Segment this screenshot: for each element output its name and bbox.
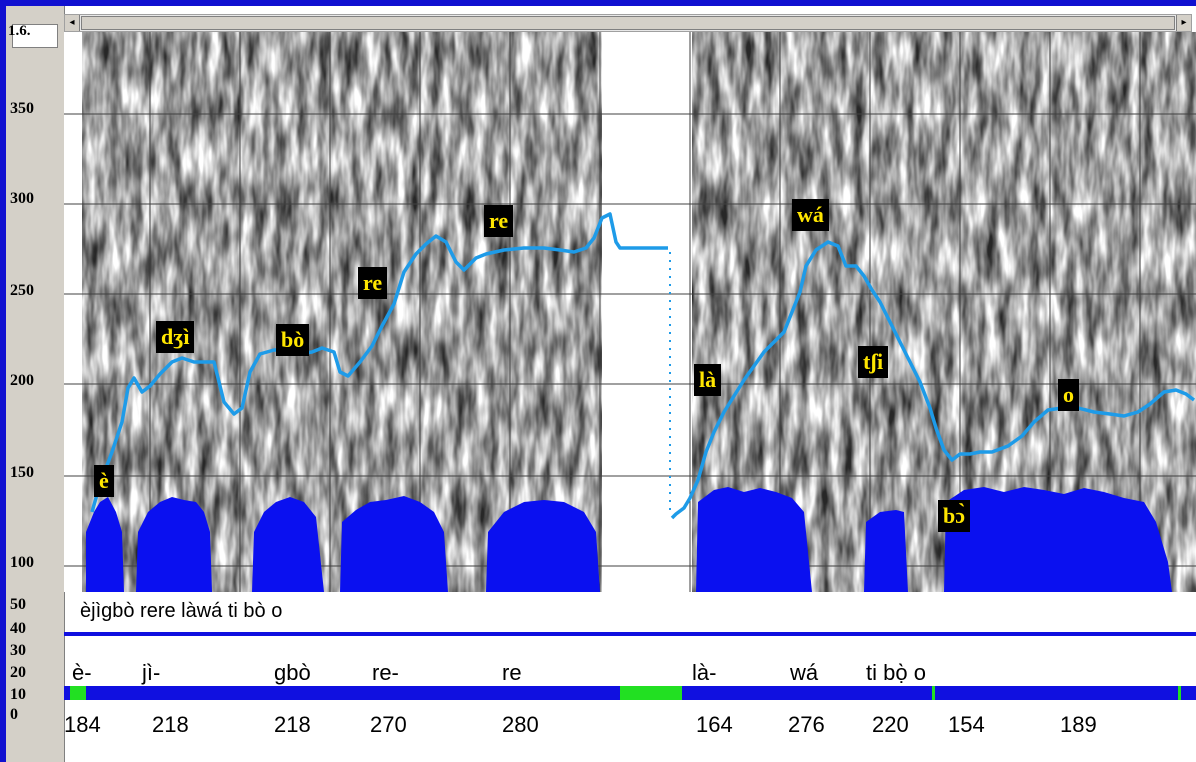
- spectrogram-plot[interactable]: [64, 32, 1196, 592]
- y-tick-20: 20: [10, 664, 26, 681]
- f0-value-1: 184: [64, 712, 101, 737]
- silence-segment-3: [932, 686, 935, 700]
- f0-value-4: 270: [370, 712, 407, 737]
- pitch-curve-2: [670, 240, 1196, 520]
- y-tick-350: 350: [10, 100, 34, 117]
- utterance-caption: èjìgbò rere làwá ti bò o: [80, 600, 283, 622]
- axis-title: 1.6.: [8, 23, 31, 39]
- y-tick-0: 0: [10, 706, 18, 723]
- syllable-la: là-: [692, 660, 717, 685]
- pitch-label-wa: wá: [792, 199, 829, 231]
- y-axis-panel: [6, 6, 65, 762]
- syllable-e: è-: [72, 660, 92, 685]
- pitch-label-re-2: re: [484, 205, 514, 237]
- pitch-label-e: è: [94, 465, 114, 497]
- silence-segment-1: [70, 686, 86, 700]
- y-tick-30: 30: [10, 642, 26, 659]
- y-tick-50: 50: [10, 596, 26, 613]
- separator-line: [64, 632, 1196, 636]
- f0-value-2: 218: [152, 712, 189, 737]
- syllable-re-1: re-: [372, 660, 399, 685]
- f0-value-9: 154: [948, 712, 985, 737]
- y-tick-250: 250: [10, 282, 34, 299]
- axis-title-box: [12, 24, 58, 48]
- syllable-gbo: gbò: [274, 660, 311, 685]
- pitch-curve-1: [90, 212, 668, 513]
- pitch-label-bo-2: bɔ̀: [938, 500, 970, 532]
- window-left-border: [0, 0, 6, 762]
- silence-segment-2: [620, 686, 682, 700]
- f0-value-10: 189: [1060, 712, 1097, 737]
- scroll-thumb[interactable]: [81, 16, 1175, 30]
- f0-value-5: 280: [502, 712, 539, 737]
- y-tick-100: 100: [10, 554, 34, 571]
- y-tick-150: 150: [10, 464, 34, 481]
- scroll-right-button[interactable]: ▸: [1176, 15, 1191, 31]
- pitch-label-tshi: tʃi: [858, 346, 889, 378]
- pitch-label-dzi: dʒì: [156, 321, 195, 353]
- segment-track[interactable]: [64, 686, 1196, 700]
- pitch-label-o: o: [1058, 379, 1079, 411]
- f0-value-3: 218: [274, 712, 311, 737]
- horizontal-scrollbar[interactable]: ◂ ▸: [64, 14, 1192, 32]
- pitch-label-re-1: re: [358, 267, 388, 299]
- f0-value-8: 220: [872, 712, 909, 737]
- pitch-label-bo: bò: [276, 324, 310, 356]
- syllable-re-2: re: [502, 660, 522, 685]
- window-top-border: [0, 0, 1196, 6]
- y-tick-10: 10: [10, 686, 26, 703]
- f0-value-7: 276: [788, 712, 825, 737]
- y-tick-200: 200: [10, 372, 34, 389]
- silence-segment-4: [1178, 686, 1181, 700]
- intensity-envelope: [86, 487, 1172, 592]
- syllable-ti-bo-o: ti bọ̀ o: [866, 660, 926, 685]
- y-tick-300: 300: [10, 190, 34, 207]
- syllable-ji: jì-: [142, 660, 161, 685]
- f0-value-6: 164: [696, 712, 733, 737]
- scroll-left-button[interactable]: ◂: [65, 15, 80, 31]
- y-tick-40: 40: [10, 620, 26, 637]
- spectrogram-pale-gap: [604, 32, 690, 592]
- syllable-wa: wá: [790, 660, 819, 685]
- pitch-label-la: là: [694, 364, 722, 396]
